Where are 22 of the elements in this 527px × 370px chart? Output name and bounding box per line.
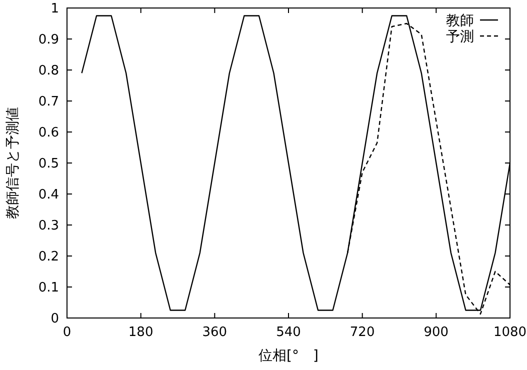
x-tick-label: 360 (202, 325, 228, 340)
x-tick-label: 900 (424, 325, 449, 340)
y-tick-label: 0.8 (38, 64, 59, 78)
y-axis-title: 教師信号と予測値 (5, 107, 21, 219)
x-tick-label: 720 (350, 325, 375, 340)
legend-label: 教師 (446, 13, 474, 29)
x-tick-label: 0 (62, 325, 72, 340)
y-tick-label: 0.7 (38, 94, 59, 110)
y-tick-label: 0.9 (38, 32, 59, 48)
x-tick-label: 180 (128, 325, 154, 340)
y-tick-label: 0.2 (38, 250, 59, 264)
legend-label: 予測 (446, 29, 474, 45)
x-axis-title: 位相[° ] (258, 348, 318, 364)
x-tick-label: 540 (276, 325, 301, 340)
y-tick-label: 0.1 (38, 280, 59, 296)
y-tick-label: 0.5 (38, 156, 59, 172)
y-tick-label: 1 (50, 2, 59, 16)
y-tick-label: 0 (50, 312, 59, 326)
y-tick-label: 0.4 (38, 188, 59, 202)
y-tick-label: 0.6 (38, 126, 59, 140)
y-tick-label: 0.3 (38, 218, 59, 234)
x-tick-label: 1080 (493, 325, 527, 340)
